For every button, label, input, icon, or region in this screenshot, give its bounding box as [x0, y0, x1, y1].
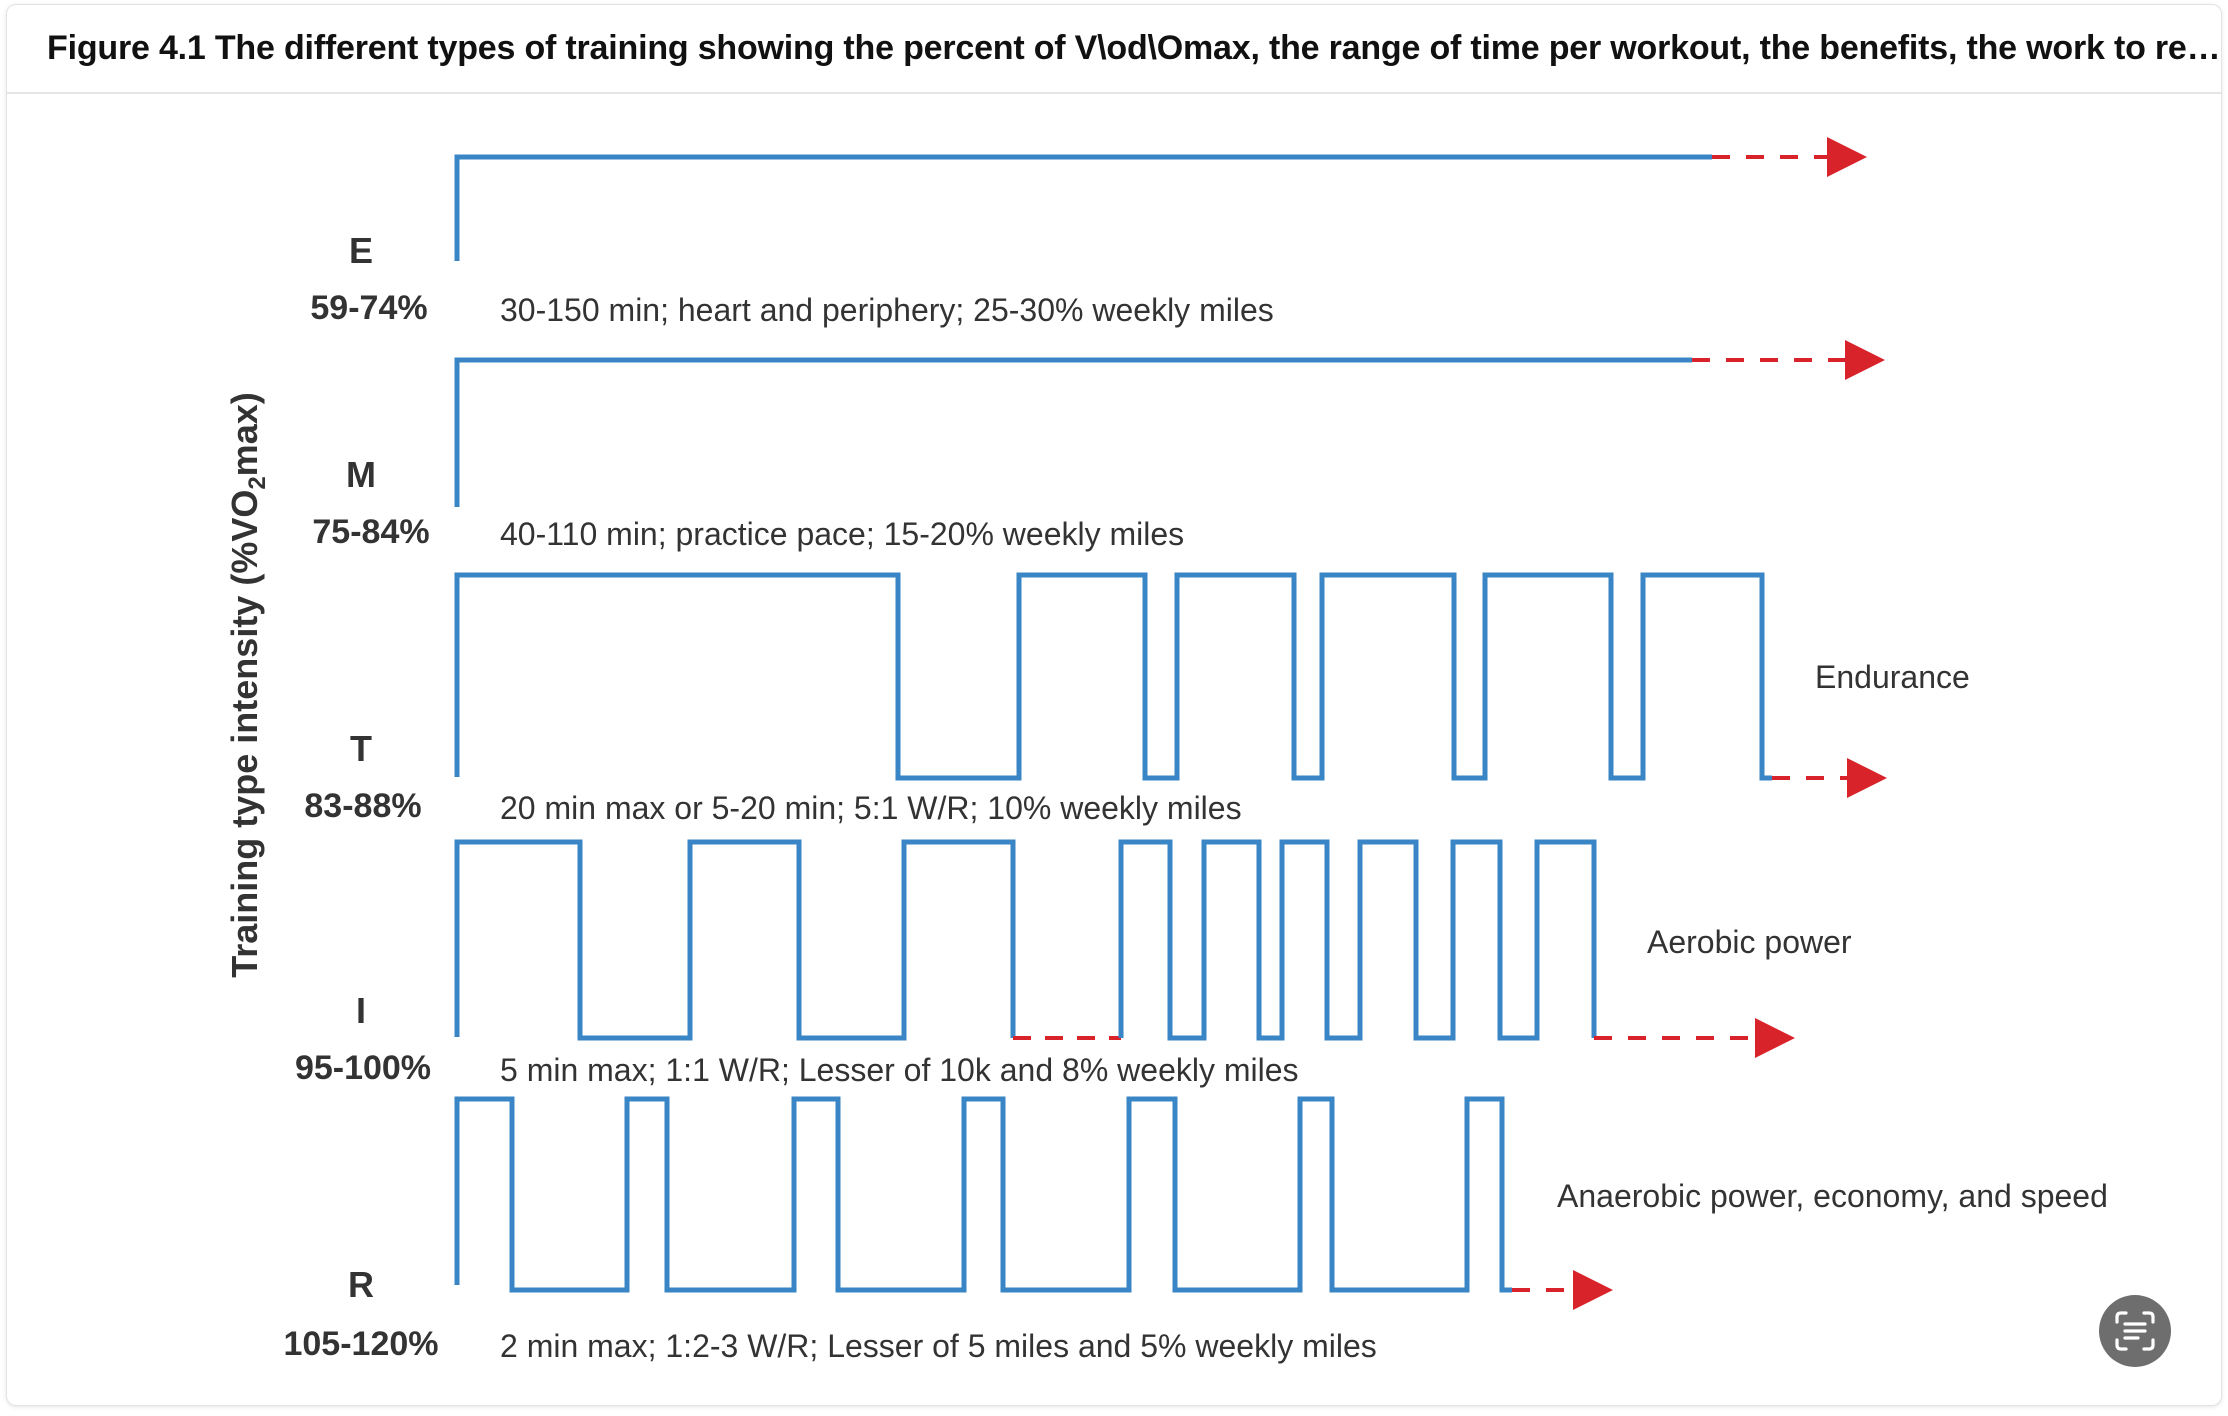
row-description-r: 2 min max; 1:2-3 W/R; Lesser of 5 miles …	[500, 1328, 1377, 1364]
row-percent-e: 59-74%	[310, 289, 427, 327]
y-axis-label-suffix: max)	[224, 392, 265, 476]
row-letter-t: T	[350, 728, 372, 769]
y-axis-label-subscript: 2	[244, 476, 271, 489]
row-percent-i: 95-100%	[295, 1049, 431, 1087]
benefit-label-r: Anaerobic power, economy, and speed	[1557, 1178, 2108, 1214]
row-letter-r: R	[348, 1264, 374, 1305]
waveform-e	[454, 154, 1712, 261]
caption-divider	[7, 92, 2221, 94]
row-description-e: 30-150 min; heart and periphery; 25-30% …	[500, 292, 1274, 328]
row-letter-m: M	[346, 454, 376, 495]
row-percent-t: 83-88%	[304, 787, 421, 825]
waveform-m	[454, 357, 1692, 507]
text-scan-icon	[2115, 1311, 2155, 1351]
waveform-i-fast	[1118, 839, 1597, 1041]
row-percent-m: 75-84%	[312, 513, 429, 551]
row-description-t: 20 min max or 5-20 min; 5:1 W/R; 10% wee…	[500, 790, 1242, 826]
y-axis-label: Training type intensity (%VO2max)	[224, 392, 271, 977]
benefit-label-i: Aerobic power	[1647, 924, 1852, 960]
text-scan-button[interactable]	[2099, 1295, 2171, 1367]
benefit-label-t: Endurance	[1815, 659, 1970, 695]
figure-card: Figure 4.1 The different types of traini…	[6, 4, 2222, 1406]
row-letter-e: E	[349, 230, 373, 271]
row-description-m: 40-110 min; practice pace; 15-20% weekly…	[500, 516, 1184, 552]
training-diagram: Training type intensity (%VO2max) E 59-7…	[224, 137, 2108, 1364]
row-letter-i: I	[356, 990, 366, 1031]
waveform-r	[454, 1096, 1512, 1293]
row-percent-r: 105-120%	[283, 1325, 438, 1363]
row-description-i: 5 min max; 1:1 W/R; Lesser of 10k and 8%…	[500, 1052, 1299, 1088]
waveform-i	[454, 839, 1016, 1041]
y-axis-label-prefix: Training type intensity (%VO	[224, 490, 265, 978]
waveform-t	[454, 572, 1772, 781]
